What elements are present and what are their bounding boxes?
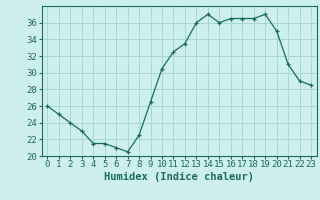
X-axis label: Humidex (Indice chaleur): Humidex (Indice chaleur) (104, 172, 254, 182)
